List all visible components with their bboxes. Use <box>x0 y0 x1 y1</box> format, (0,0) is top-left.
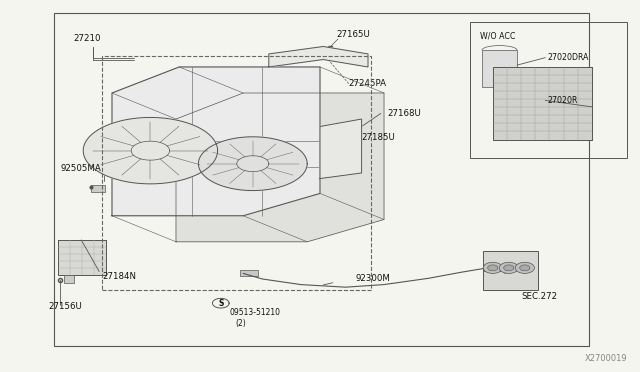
Circle shape <box>499 262 518 273</box>
Bar <box>493 67 592 140</box>
Text: W/O ACC: W/O ACC <box>480 32 515 41</box>
Bar <box>493 67 592 140</box>
Text: X2700019: X2700019 <box>584 354 627 363</box>
Text: 92505MA: 92505MA <box>61 164 102 173</box>
Bar <box>470 22 627 158</box>
Bar <box>58 240 106 275</box>
Bar <box>64 275 74 283</box>
Polygon shape <box>198 137 307 190</box>
Text: 27020DRA: 27020DRA <box>547 53 589 62</box>
Circle shape <box>515 262 534 273</box>
Text: S: S <box>218 299 223 308</box>
Text: 27184N: 27184N <box>102 272 136 281</box>
Text: 27156U: 27156U <box>48 302 82 311</box>
Bar <box>482 50 517 87</box>
Bar <box>91 185 105 192</box>
Text: 27210: 27210 <box>74 34 101 43</box>
Bar <box>483 251 538 290</box>
Text: 27185U: 27185U <box>362 133 396 142</box>
Polygon shape <box>176 93 384 242</box>
Text: 27245PA: 27245PA <box>349 79 387 88</box>
Polygon shape <box>320 119 362 179</box>
Text: 09513-51210: 09513-51210 <box>229 308 280 317</box>
Circle shape <box>488 265 498 271</box>
Text: SEC.272: SEC.272 <box>522 292 557 301</box>
Bar <box>484 266 500 271</box>
Circle shape <box>483 262 502 273</box>
Polygon shape <box>269 46 368 67</box>
Bar <box>240 270 258 276</box>
Text: 92300M: 92300M <box>355 274 390 283</box>
Circle shape <box>520 265 530 271</box>
Text: 27165U: 27165U <box>336 30 370 39</box>
Circle shape <box>504 265 514 271</box>
Text: 27020R: 27020R <box>547 96 577 105</box>
Text: (2): (2) <box>236 319 246 328</box>
Polygon shape <box>112 67 320 216</box>
Bar <box>58 240 106 275</box>
Text: 27168U: 27168U <box>387 109 421 118</box>
Bar <box>102 56 371 290</box>
Polygon shape <box>83 118 218 184</box>
Bar <box>54 13 589 346</box>
